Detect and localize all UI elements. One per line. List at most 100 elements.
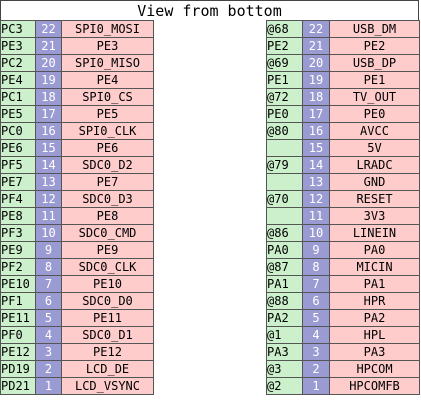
pin-number: 22 — [35, 20, 62, 38]
pin-number: 12 — [302, 190, 330, 208]
port-label: PF2 — [0, 258, 36, 276]
pin-number: 11 — [35, 207, 62, 225]
left-pin-row: PC2 20 SPI0_MISO — [0, 54, 154, 72]
left-pin-row: PE12 3 PE12 — [0, 343, 154, 361]
left-pin-row: PE8 11 PE8 — [0, 207, 154, 225]
function-label: MICIN — [329, 258, 420, 276]
right-pin-row: 13 GND — [266, 173, 420, 191]
port-label: PD21 — [0, 377, 36, 395]
function-label: PE5 — [61, 105, 154, 123]
port-label: PA1 — [266, 275, 303, 293]
port-label: PE5 — [0, 105, 36, 123]
pin-number: 6 — [35, 292, 62, 310]
pin-number: 21 — [35, 37, 62, 55]
function-label: AVCC — [329, 122, 420, 140]
function-label: HPR — [329, 292, 420, 310]
right-pin-row: @1 4 HPL — [266, 326, 420, 344]
function-label: SDC0_CLK — [61, 258, 154, 276]
function-label: RESET — [329, 190, 420, 208]
function-label: SDC0_D3 — [61, 190, 154, 208]
port-label: PA3 — [266, 343, 303, 361]
port-label: PE3 — [0, 37, 36, 55]
port-label — [266, 139, 303, 157]
pin-number: 6 — [302, 292, 330, 310]
port-label — [266, 207, 303, 225]
diagram-title: View from bottom — [0, 0, 419, 20]
pin-number: 7 — [35, 275, 62, 293]
function-label: SDC0_D1 — [61, 326, 154, 344]
port-label: PE8 — [0, 207, 36, 225]
pin-number: 16 — [302, 122, 330, 140]
right-pin-row: PA2 5 PA2 — [266, 309, 420, 327]
left-pin-row: PC0 16 SPI0_CLK — [0, 122, 154, 140]
right-pin-row: @68 22 USB_DM — [266, 20, 420, 38]
pin-number: 19 — [35, 71, 62, 89]
pin-number: 10 — [35, 224, 62, 242]
left-pin-row: PE6 15 PE6 — [0, 139, 154, 157]
right-pin-row: 11 3V3 — [266, 207, 420, 225]
port-label: PE11 — [0, 309, 36, 327]
port-label: PE2 — [266, 37, 303, 55]
function-label: PE1 — [329, 71, 420, 89]
function-label: 5V — [329, 139, 420, 157]
left-pin-row: PF0 4 SDC0_D1 — [0, 326, 154, 344]
function-label: USB_DP — [329, 54, 420, 72]
function-label: LRADC — [329, 156, 420, 174]
left-pin-row: PD21 1 LCD_VSYNC — [0, 377, 154, 395]
port-label: PA0 — [266, 241, 303, 259]
left-pin-row: PF5 14 SDC0_D2 — [0, 156, 154, 174]
function-label: PE3 — [61, 37, 154, 55]
function-label: SDC0_D2 — [61, 156, 154, 174]
function-label: SPI0_MISO — [61, 54, 154, 72]
pin-number: 7 — [302, 275, 330, 293]
pin-number: 13 — [302, 173, 330, 191]
port-label: PE9 — [0, 241, 36, 259]
right-pin-row: @88 6 HPR — [266, 292, 420, 310]
right-pin-row: @70 12 RESET — [266, 190, 420, 208]
pin-number: 20 — [35, 54, 62, 72]
left-pin-row: PE3 21 PE3 — [0, 37, 154, 55]
pin-number: 3 — [35, 343, 62, 361]
pin-number: 15 — [35, 139, 62, 157]
function-label: PE10 — [61, 275, 154, 293]
pin-number: 8 — [302, 258, 330, 276]
port-label: PF1 — [0, 292, 36, 310]
port-label: PE6 — [0, 139, 36, 157]
function-label: LINEIN — [329, 224, 420, 242]
pin-number: 10 — [302, 224, 330, 242]
port-label: PE4 — [0, 71, 36, 89]
left-pin-row: PE9 9 PE9 — [0, 241, 154, 259]
function-label: GND — [329, 173, 420, 191]
port-label: PF0 — [0, 326, 36, 344]
right-pin-row: 15 5V — [266, 139, 420, 157]
function-label: HPL — [329, 326, 420, 344]
port-label: @69 — [266, 54, 303, 72]
function-label: PE12 — [61, 343, 154, 361]
pin-number: 4 — [302, 326, 330, 344]
port-label: @79 — [266, 156, 303, 174]
pin-number: 1 — [35, 377, 62, 395]
port-label: PF3 — [0, 224, 36, 242]
left-pin-row: PE11 5 PE11 — [0, 309, 154, 327]
port-label: @87 — [266, 258, 303, 276]
port-label: @68 — [266, 20, 303, 38]
function-label: PE11 — [61, 309, 154, 327]
port-label: @3 — [266, 360, 303, 378]
function-label: TV_OUT — [329, 88, 420, 106]
function-label: USB_DM — [329, 20, 420, 38]
left-pin-row: PE7 13 PE7 — [0, 173, 154, 191]
left-pin-row: PE4 19 PE4 — [0, 71, 154, 89]
function-label: HPCOM — [329, 360, 420, 378]
pin-number: 17 — [35, 105, 62, 123]
pin-number: 15 — [302, 139, 330, 157]
right-pin-header: @68 22 USB_DM PE2 21 PE2 @69 20 USB_DP PE1 19 PE1 @7… — [266, 20, 420, 395]
left-pin-row: PE5 17 PE5 — [0, 105, 154, 123]
right-pin-row: @79 14 LRADC — [266, 156, 420, 174]
function-label: SDC0_CMD — [61, 224, 154, 242]
function-label: PE6 — [61, 139, 154, 157]
port-label: @72 — [266, 88, 303, 106]
port-label — [266, 173, 303, 191]
pin-number: 20 — [302, 54, 330, 72]
left-pin-row: PF4 12 SDC0_D3 — [0, 190, 154, 208]
left-pin-header: PC3 22 SPI0_MOSI PE3 21 PE3 PC2 20 SPI0_MISO PE4 1… — [0, 20, 154, 395]
